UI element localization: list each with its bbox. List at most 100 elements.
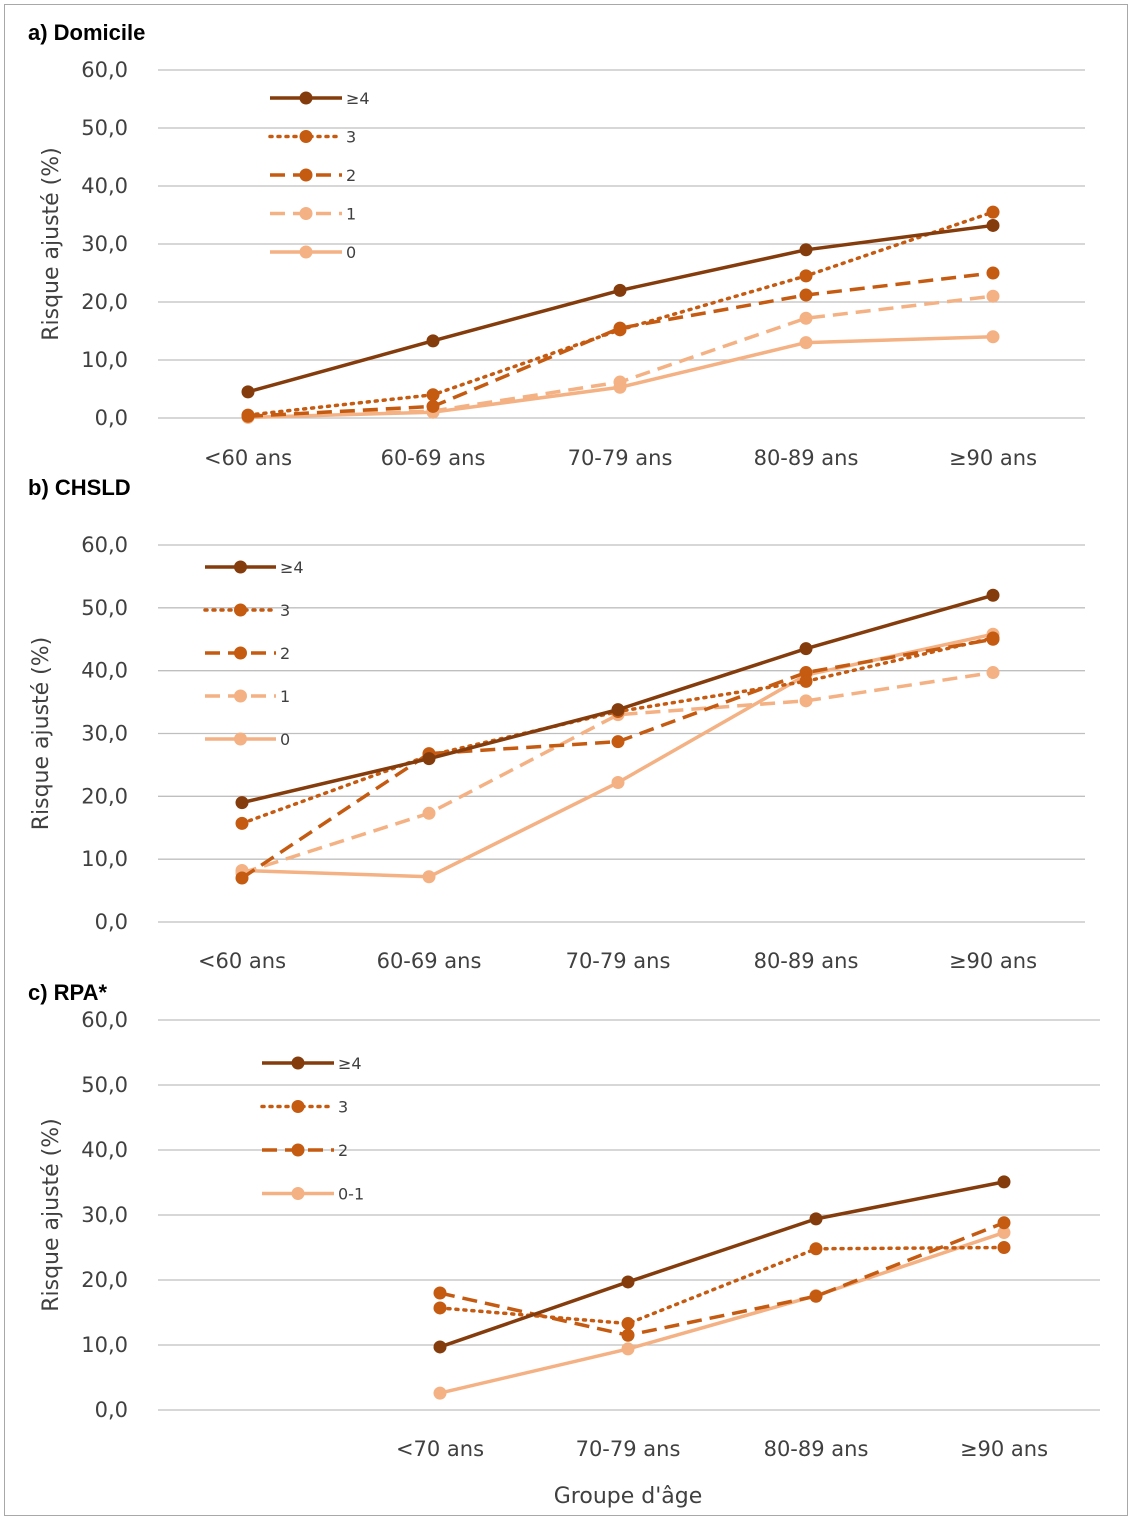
- data-point: [799, 694, 813, 708]
- data-point: [433, 1386, 447, 1400]
- data-point: [809, 1289, 823, 1303]
- panel-title: a) Domicile: [28, 20, 145, 45]
- data-point: [997, 1175, 1011, 1189]
- data-point: [613, 283, 627, 297]
- x-tick-label: ≥90 ans: [960, 1437, 1048, 1461]
- data-point: [799, 674, 813, 688]
- data-point: [997, 1241, 1011, 1254]
- y-tick-label: 30,0: [81, 722, 128, 746]
- series-line: [438, 1245, 1006, 1326]
- data-point: [426, 334, 440, 348]
- y-axis-title: Risque ajusté (%): [29, 637, 54, 831]
- panel-2: b) CHSLD 0,0 10,0 20,0 30,0 40,0 50,0 60,0 <60 a…: [28, 475, 1085, 973]
- x-tick-label: 60-69 ans: [377, 949, 482, 973]
- x-tick-label: 70-79 ans: [566, 949, 671, 973]
- data-point: [426, 399, 440, 413]
- y-tick-label: 50,0: [81, 1073, 128, 1097]
- series-0: [241, 218, 1000, 399]
- y-tick-label: 0,0: [95, 910, 128, 934]
- legend-label: 3: [346, 128, 356, 147]
- legend-label: ≥4: [280, 558, 304, 577]
- x-tick-label: ≥90 ans: [949, 949, 1037, 973]
- series-3: [433, 1226, 1011, 1400]
- series-line: [439, 1180, 1005, 1349]
- series-1: [241, 205, 1000, 422]
- panel-1: a) Domicile 0,0 10,0 20,0 30,0 40,0 50,0 60,0 <6…: [28, 20, 1085, 470]
- data-point: [241, 408, 255, 422]
- legend-marker: [234, 689, 247, 703]
- y-tick-label: 50,0: [81, 596, 128, 620]
- data-point: [422, 752, 436, 766]
- x-tick-label: <70 ans: [396, 1437, 484, 1461]
- data-point: [621, 1317, 635, 1331]
- legend-label: 0: [346, 243, 356, 262]
- data-point: [621, 1342, 635, 1356]
- y-tick-label: 30,0: [81, 232, 128, 256]
- data-point: [799, 642, 813, 656]
- data-point: [986, 330, 1000, 344]
- panel-title: b) CHSLD: [28, 475, 131, 500]
- data-point: [613, 323, 627, 337]
- y-tick-label: 30,0: [81, 1203, 128, 1227]
- legend-marker: [299, 91, 313, 105]
- x-tick-label: 80-89 ans: [754, 446, 859, 470]
- data-point: [809, 1242, 823, 1256]
- data-point: [621, 1328, 635, 1342]
- y-tick-label: 60,0: [81, 1008, 128, 1032]
- legend-label: 0-1: [338, 1185, 364, 1204]
- series-0: [433, 1175, 1011, 1354]
- series-line: [247, 271, 994, 419]
- data-point: [433, 1340, 447, 1354]
- legend-marker: [234, 603, 247, 617]
- legend-label: 1: [346, 205, 356, 224]
- data-point: [426, 388, 440, 402]
- data-point: [422, 806, 436, 820]
- x-tick-label: 70-79 ans: [576, 1437, 681, 1461]
- x-tick-label: 80-89 ans: [754, 949, 859, 973]
- legend-label: 3: [338, 1098, 348, 1117]
- data-point: [799, 243, 813, 257]
- data-point: [986, 266, 1000, 280]
- data-point: [235, 871, 249, 885]
- legend-marker: [291, 1100, 305, 1113]
- data-point: [235, 796, 249, 810]
- legend-label: 2: [346, 166, 356, 185]
- series-1: [235, 631, 1000, 830]
- y-tick-label: 10,0: [81, 1333, 128, 1357]
- data-point: [799, 288, 813, 302]
- y-tick-label: 60,0: [81, 533, 128, 557]
- y-axis-title: Risque ajusté (%): [39, 1118, 64, 1312]
- data-point: [241, 385, 255, 399]
- legend-marker: [299, 130, 313, 143]
- data-point: [799, 269, 813, 283]
- data-point: [799, 336, 813, 350]
- legend-label: 2: [338, 1141, 348, 1160]
- series-line: [247, 294, 994, 419]
- data-point: [997, 1216, 1011, 1230]
- x-axis-title: Groupe d'âge: [554, 1484, 703, 1509]
- x-tick-label: <60 ans: [198, 949, 286, 973]
- y-tick-label: 20,0: [81, 290, 128, 314]
- data-point: [611, 776, 625, 790]
- legend-marker: [299, 168, 313, 182]
- series-4: [235, 627, 1000, 884]
- data-point: [986, 289, 1000, 303]
- y-tick-label: 10,0: [81, 847, 128, 871]
- data-point: [799, 311, 813, 325]
- data-point: [986, 666, 1000, 680]
- data-point: [809, 1212, 823, 1226]
- y-tick-label: 40,0: [81, 659, 128, 683]
- data-point: [986, 588, 1000, 602]
- y-tick-label: 60,0: [81, 58, 128, 82]
- series-line: [241, 670, 994, 875]
- data-point: [433, 1286, 447, 1300]
- x-tick-label: 70-79 ans: [568, 446, 673, 470]
- legend-marker: [291, 1143, 305, 1157]
- legend-marker: [234, 646, 247, 660]
- data-point: [986, 218, 1000, 232]
- legend-marker: [291, 1056, 305, 1070]
- series-line: [240, 636, 995, 826]
- x-tick-label: <60 ans: [204, 446, 292, 470]
- data-point: [422, 870, 436, 884]
